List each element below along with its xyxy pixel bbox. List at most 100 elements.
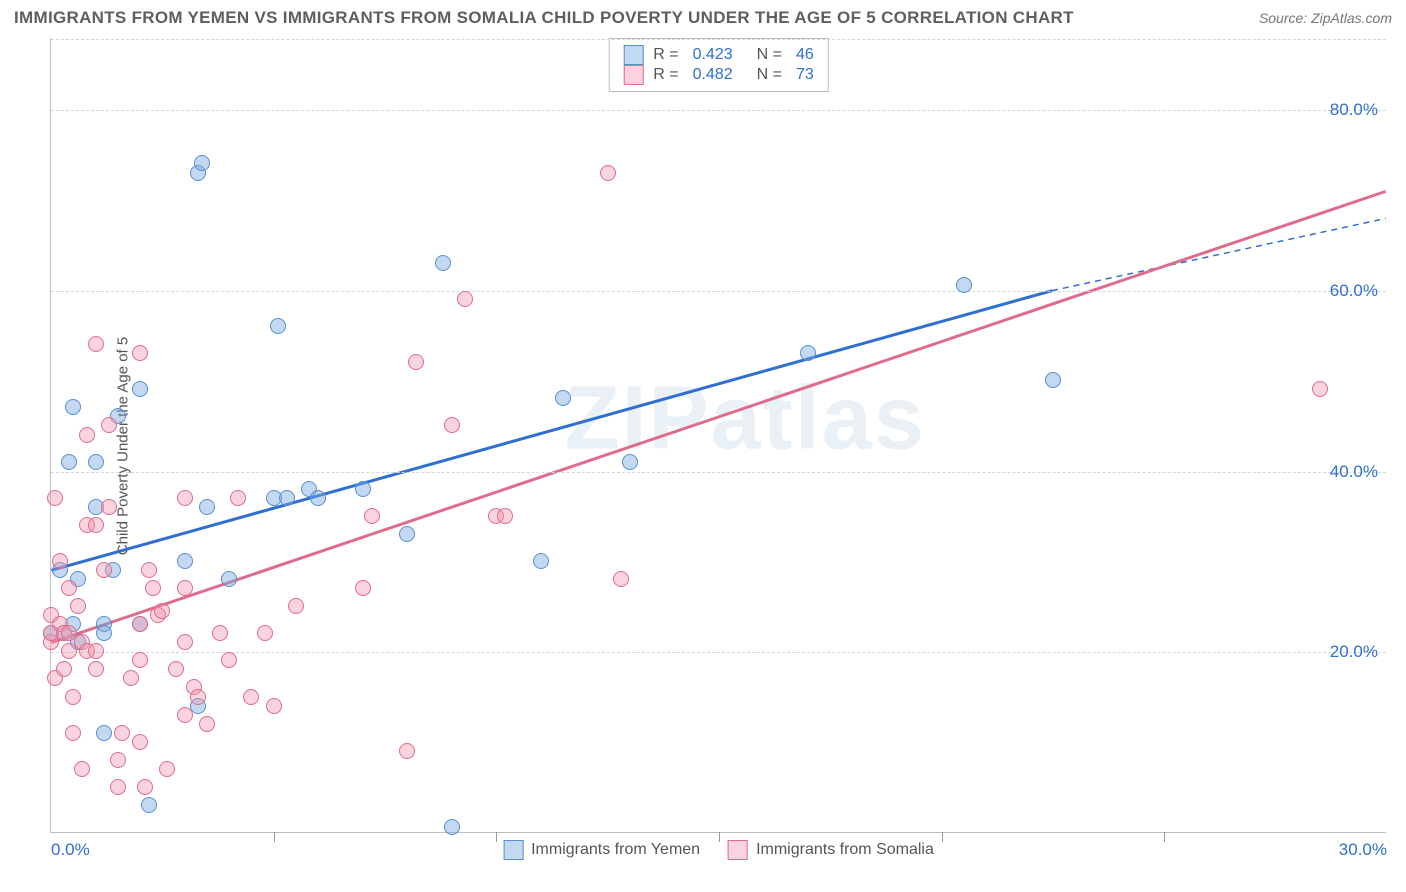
bottom-legend-item-somalia: Immigrants from Somalia (728, 840, 934, 860)
data-point-somalia (154, 603, 170, 619)
data-point-somalia (199, 716, 215, 732)
data-point-somalia (168, 661, 184, 677)
legend-n-label: N = (757, 66, 782, 84)
data-point-yemen (132, 381, 148, 397)
data-point-somalia (355, 580, 371, 596)
data-point-somalia (288, 598, 304, 614)
data-point-somalia (408, 354, 424, 370)
gridline-vertical (719, 38, 720, 832)
data-point-yemen (1045, 372, 1061, 388)
x-tick-mark (942, 832, 943, 842)
source-prefix: Source: (1259, 10, 1311, 26)
data-point-somalia (101, 499, 117, 515)
legend-r-label: R = (653, 46, 678, 64)
data-point-yemen (444, 819, 460, 835)
data-point-yemen (221, 571, 237, 587)
data-point-yemen (270, 318, 286, 334)
data-point-somalia (190, 689, 206, 705)
data-point-somalia (110, 779, 126, 795)
data-point-yemen (555, 390, 571, 406)
data-point-yemen (310, 490, 326, 506)
legend-swatch-yemen (623, 45, 643, 65)
data-point-somalia (132, 652, 148, 668)
gridline-vertical (1164, 38, 1165, 832)
data-point-yemen (199, 499, 215, 515)
legend-swatch-somalia (623, 65, 643, 85)
data-point-yemen (279, 490, 295, 506)
legend-swatch-yemen (503, 840, 523, 860)
data-point-somalia (61, 580, 77, 596)
data-point-yemen (800, 345, 816, 361)
scatter-chart: ZIPatlas R =0.423N =46R =0.482N =73 Immi… (50, 38, 1386, 833)
data-point-somalia (52, 553, 68, 569)
chart-title: IMMIGRANTS FROM YEMEN VS IMMIGRANTS FROM… (14, 8, 1074, 28)
data-point-yemen (141, 797, 157, 813)
data-point-yemen (399, 526, 415, 542)
data-point-somalia (132, 616, 148, 632)
data-point-somalia (88, 661, 104, 677)
data-point-somalia (79, 427, 95, 443)
data-point-somalia (497, 508, 513, 524)
data-point-somalia (132, 345, 148, 361)
data-point-yemen (533, 553, 549, 569)
data-point-somalia (110, 752, 126, 768)
data-point-yemen (194, 155, 210, 171)
data-point-somalia (56, 661, 72, 677)
data-point-somalia (88, 336, 104, 352)
data-point-yemen (61, 454, 77, 470)
source-attribution: Source: ZipAtlas.com (1259, 10, 1392, 26)
data-point-somalia (145, 580, 161, 596)
trendline-yemen-extrapolation (1052, 218, 1386, 290)
data-point-somalia (74, 761, 90, 777)
data-point-yemen (65, 399, 81, 415)
data-point-yemen (622, 454, 638, 470)
x-tick-mark (1164, 832, 1165, 842)
data-point-somalia (123, 670, 139, 686)
legend-r-label: R = (653, 66, 678, 84)
data-point-somalia (47, 490, 63, 506)
data-point-somalia (101, 417, 117, 433)
gridline-vertical (496, 38, 497, 832)
y-tick-label: 60.0% (1330, 281, 1378, 301)
data-point-somalia (114, 725, 130, 741)
data-point-yemen (88, 454, 104, 470)
data-point-somalia (177, 634, 193, 650)
data-point-yemen (96, 625, 112, 641)
data-point-somalia (243, 689, 259, 705)
data-point-somalia (132, 734, 148, 750)
bottom-legend-label-somalia: Immigrants from Somalia (756, 841, 934, 859)
x-tick-mark (719, 832, 720, 842)
data-point-yemen (355, 481, 371, 497)
data-point-somalia (88, 643, 104, 659)
data-point-somalia (177, 707, 193, 723)
legend-r-value-yemen: 0.423 (693, 46, 733, 64)
x-tick-label-left: 0.0% (51, 840, 90, 860)
legend-r-value-somalia: 0.482 (693, 66, 733, 84)
data-point-somalia (177, 580, 193, 596)
y-tick-label: 20.0% (1330, 642, 1378, 662)
x-tick-label-right: 30.0% (1339, 840, 1387, 860)
data-point-somalia (70, 598, 86, 614)
trendline-yemen (51, 291, 1052, 571)
data-point-yemen (956, 277, 972, 293)
data-point-somalia (1312, 381, 1328, 397)
legend-n-value-yemen: 46 (796, 46, 814, 64)
bottom-legend-item-yemen: Immigrants from Yemen (503, 840, 700, 860)
data-point-somalia (137, 779, 153, 795)
data-point-yemen (435, 255, 451, 271)
data-point-yemen (177, 553, 193, 569)
data-point-somalia (159, 761, 175, 777)
legend-n-value-somalia: 73 (796, 66, 814, 84)
data-point-somalia (65, 725, 81, 741)
y-tick-label: 80.0% (1330, 100, 1378, 120)
y-tick-label: 40.0% (1330, 462, 1378, 482)
data-point-somalia (65, 689, 81, 705)
data-point-somalia (96, 562, 112, 578)
data-point-somalia (600, 165, 616, 181)
bottom-legend-label-yemen: Immigrants from Yemen (531, 841, 700, 859)
data-point-somalia (177, 490, 193, 506)
data-point-somalia (457, 291, 473, 307)
data-point-somalia (257, 625, 273, 641)
legend-n-label: N = (757, 46, 782, 64)
data-point-somalia (266, 698, 282, 714)
